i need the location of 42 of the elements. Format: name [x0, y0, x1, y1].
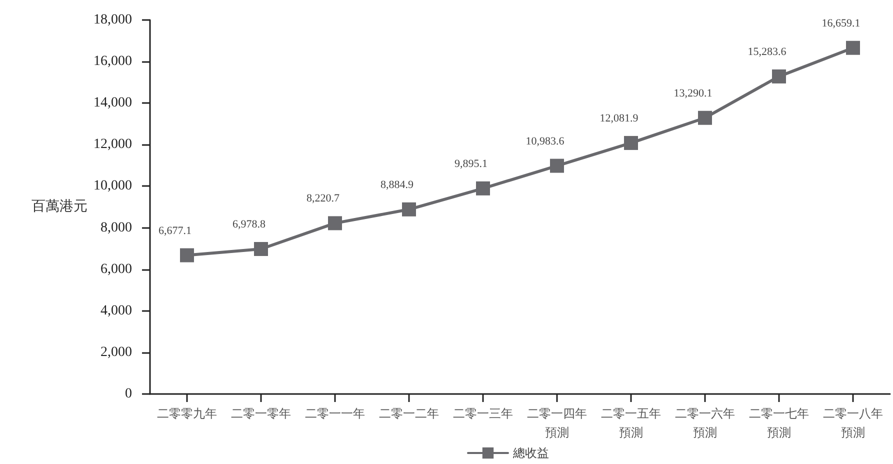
y-tick-label: 18,000: [94, 12, 132, 28]
point: [624, 136, 638, 150]
x-tick-label: 二零一二年: [379, 406, 439, 420]
x-tick-label: 二零一七年預測: [749, 406, 809, 440]
data-label: 6,677.1: [158, 224, 192, 237]
y-tick-label: 10,000: [94, 178, 132, 194]
x-tick-label: 二零一八年預測: [823, 406, 883, 440]
data-label: 8,884.9: [380, 178, 414, 191]
point: [476, 181, 490, 196]
point: [328, 216, 342, 230]
y-tick-label: 2,000: [100, 344, 132, 360]
x-tick-label: 二零零九年: [157, 406, 217, 420]
y-tick-label: 8,000: [100, 220, 132, 236]
data-label: 15,283.6: [748, 46, 787, 58]
x-tick-label: 二零一三年: [453, 406, 513, 420]
x-tick-label: 二零一六年預測: [675, 406, 735, 440]
x-tick-label: 二零一零年: [231, 406, 291, 420]
point: [772, 69, 786, 84]
data-label: 9,895.1: [454, 158, 488, 170]
point: [698, 110, 712, 125]
data-label: 12,081.9: [600, 112, 639, 124]
y-axis-title: 百萬港元: [32, 198, 88, 214]
x-tick-label: 二零一一年: [305, 406, 365, 420]
data-label: 8,220.7: [306, 192, 340, 205]
data-label: 13,290.1: [674, 87, 712, 100]
y-tick-label: 0: [125, 386, 132, 402]
y-tick-label: 16,000: [94, 54, 132, 70]
point: [180, 248, 194, 262]
y-tick-label: 14,000: [94, 96, 132, 111]
y-tick-label: 4,000: [100, 303, 132, 318]
y-tick-label: 12,000: [94, 137, 132, 152]
y-tick-label: 6,000: [100, 262, 132, 277]
x-tick-label: 二零一四年預測: [527, 406, 587, 440]
data-label: 6,978.8: [232, 218, 266, 230]
point: [254, 242, 268, 256]
data-label: 16,659.1: [822, 17, 860, 30]
point: [402, 202, 416, 216]
point: [550, 158, 564, 173]
legend-label: 總收益: [512, 446, 549, 460]
point: [846, 40, 860, 55]
data-label: 10,983.6: [526, 135, 565, 148]
x-tick-label: 二零一五年預測: [601, 406, 661, 440]
